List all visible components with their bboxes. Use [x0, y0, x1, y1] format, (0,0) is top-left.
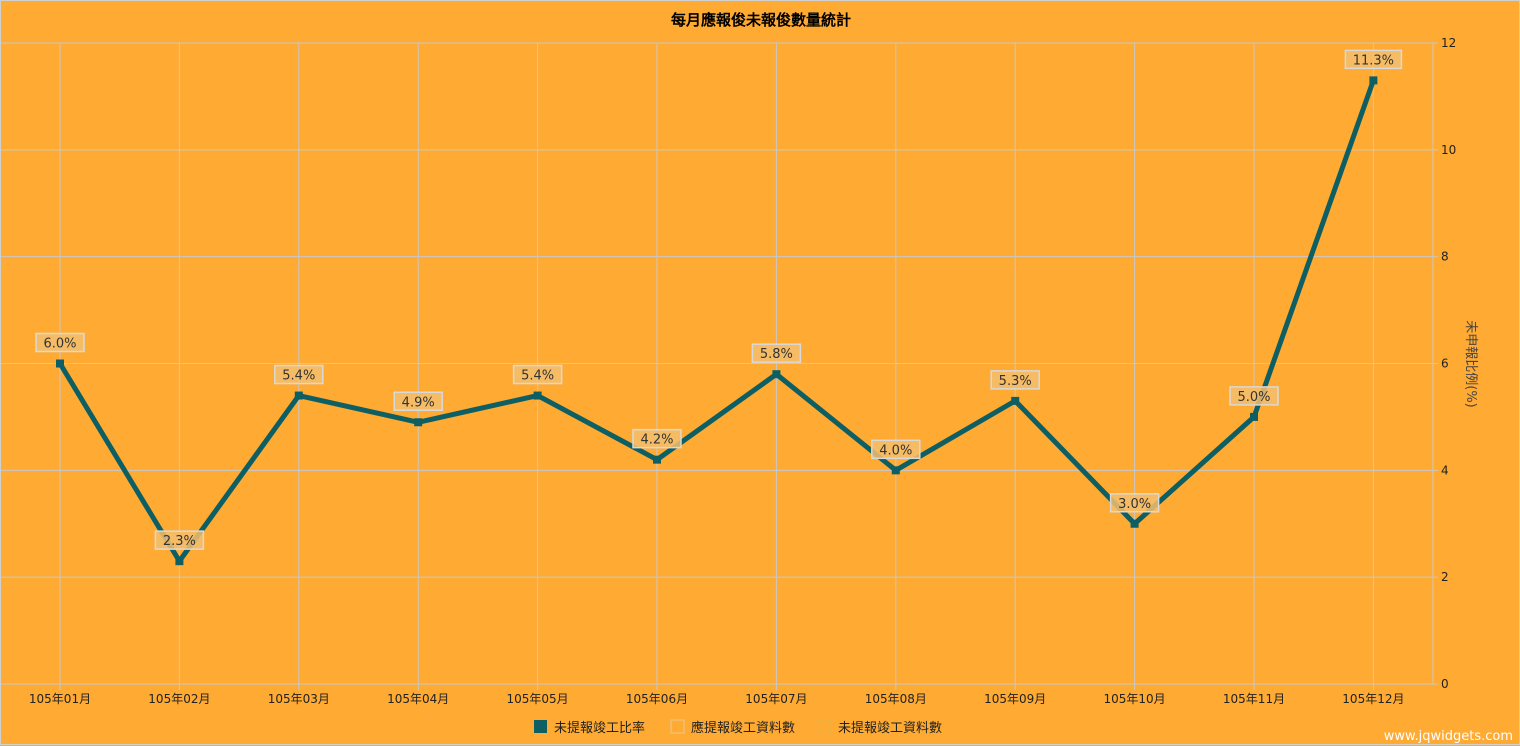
data-label: 4.2%	[633, 430, 681, 448]
data-label-text: 3.0%	[1118, 497, 1151, 512]
data-label: 4.0%	[872, 440, 920, 458]
data-label-text: 6.0%	[43, 337, 76, 352]
legend-label: 應提報竣工資料數	[691, 720, 795, 736]
data-label-text: 11.3%	[1353, 53, 1394, 68]
data-label-text: 5.8%	[760, 347, 793, 362]
data-point[interactable]	[414, 418, 422, 426]
x-tick-label: 105年02月	[148, 692, 210, 706]
data-label: 5.8%	[752, 344, 800, 362]
legend-item[interactable]: 未提報竣工比率	[534, 720, 645, 736]
y-axis-ticks: 0 2 4 6 8 10 12	[1433, 36, 1456, 691]
legend-swatch	[671, 720, 684, 733]
data-label-text: 4.9%	[402, 395, 435, 410]
watermark: www.jqwidgets.com	[1384, 729, 1513, 744]
data-label: 4.9%	[394, 392, 442, 410]
data-point[interactable]	[1131, 520, 1139, 528]
x-tick-label: 105年08月	[865, 692, 927, 706]
x-tick-label: 105年01月	[29, 692, 91, 706]
data-label: 11.3%	[1345, 50, 1401, 68]
y-tick-label: 6	[1441, 357, 1449, 371]
x-tick-label: 105年05月	[507, 692, 569, 706]
data-label: 3.0%	[1111, 494, 1159, 512]
legend-swatch	[818, 720, 831, 733]
data-point[interactable]	[892, 466, 900, 474]
data-label: 5.4%	[275, 366, 323, 384]
data-label: 2.3%	[155, 531, 203, 549]
data-point[interactable]	[1250, 413, 1258, 421]
x-tick-label: 105年11月	[1223, 692, 1285, 706]
y-axis-title: 未申報比例(%)	[1463, 320, 1478, 408]
x-tick-label: 105年09月	[984, 692, 1046, 706]
y-tick-label: 12	[1441, 36, 1456, 50]
x-tick-label: 105年07月	[745, 692, 807, 706]
grid	[1, 43, 1433, 690]
y-tick-label: 2	[1441, 570, 1449, 584]
x-tick-label: 105年03月	[268, 692, 330, 706]
data-label-text: 2.3%	[163, 534, 196, 549]
legend[interactable]: 未提報竣工比率 應提報竣工資料數 未提報竣工資料數	[534, 720, 942, 736]
legend-label: 未提報竣工比率	[554, 720, 645, 736]
data-label: 5.3%	[991, 371, 1039, 389]
data-point[interactable]	[1011, 397, 1019, 405]
data-point[interactable]	[56, 360, 64, 368]
x-tick-label: 105年04月	[387, 692, 449, 706]
legend-swatch	[534, 720, 547, 733]
y-tick-label: 8	[1441, 250, 1449, 264]
data-point[interactable]	[295, 392, 303, 400]
data-label: 5.4%	[514, 366, 562, 384]
data-label: 5.0%	[1230, 387, 1278, 405]
y-tick-label: 10	[1441, 143, 1456, 157]
legend-item[interactable]: 應提報竣工資料數	[671, 720, 795, 736]
data-point[interactable]	[534, 392, 542, 400]
chart-title: 每月應報俊未報俊數量統計	[671, 11, 851, 29]
legend-item[interactable]: 未提報竣工資料數	[818, 720, 942, 736]
data-point[interactable]	[175, 557, 183, 565]
x-tick-label: 105年10月	[1104, 692, 1166, 706]
x-tick-label: 105年12月	[1342, 692, 1404, 706]
data-label-text: 5.4%	[521, 369, 554, 384]
data-label-text: 5.4%	[282, 369, 315, 384]
data-label-text: 4.0%	[879, 443, 912, 458]
data-point[interactable]	[772, 370, 780, 378]
y-tick-label: 0	[1441, 677, 1449, 691]
legend-label: 未提報竣工資料數	[838, 720, 942, 736]
series-line	[60, 80, 1373, 561]
x-axis-ticks: 105年01月 105年02月 105年03月 105年04月 105年05月 105年0…	[29, 692, 1405, 706]
data-label: 6.0%	[36, 334, 84, 352]
data-label-text: 4.2%	[640, 433, 673, 448]
data-label-text: 5.3%	[999, 374, 1032, 389]
data-point[interactable]	[653, 456, 661, 464]
y-tick-label: 4	[1441, 463, 1449, 477]
data-point[interactable]	[1369, 76, 1377, 84]
data-label-text: 5.0%	[1237, 390, 1270, 405]
x-tick-label: 105年06月	[626, 692, 688, 706]
